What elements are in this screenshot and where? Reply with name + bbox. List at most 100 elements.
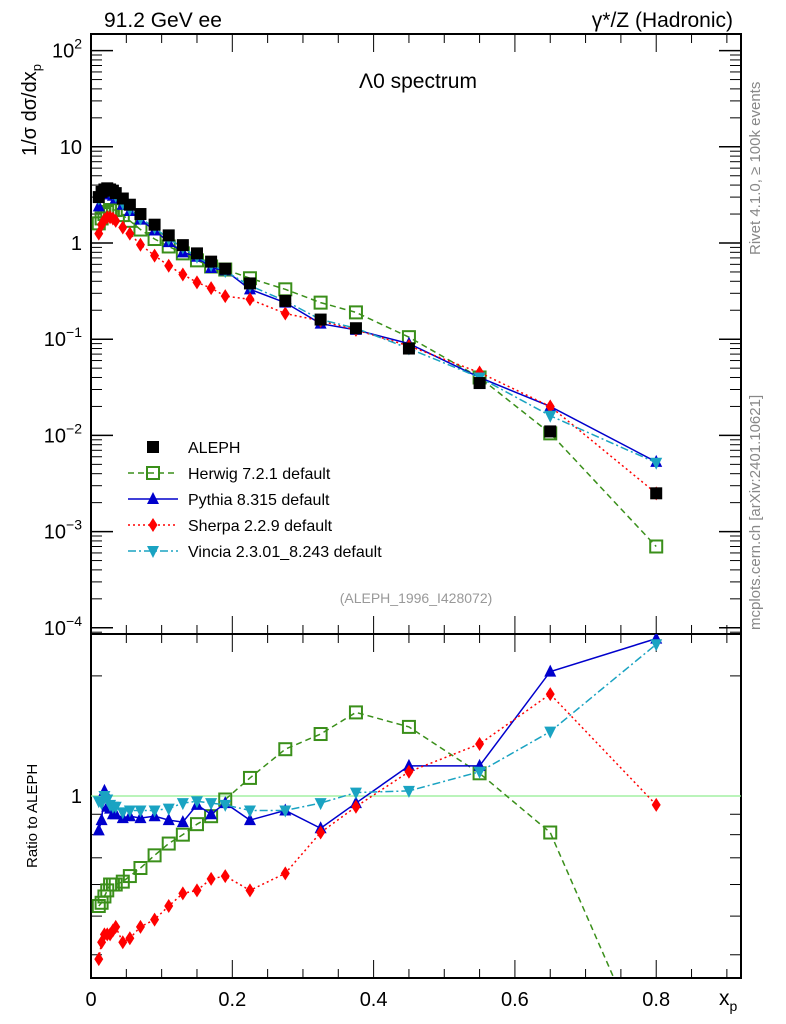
data-point xyxy=(348,305,363,320)
data-point xyxy=(245,292,255,307)
ratio-data-point xyxy=(349,787,362,800)
ratio-data-point xyxy=(401,719,416,734)
legend-entry: Herwig 7.2.1 default xyxy=(128,466,331,483)
data-point xyxy=(190,247,203,260)
data-point xyxy=(219,262,232,275)
analysis-id-annotation: (ALEPH_1996_I428072) xyxy=(340,590,493,606)
ratio-data-point xyxy=(108,877,123,892)
data-point xyxy=(162,229,175,242)
ratio-data-point xyxy=(176,815,189,828)
ratio-data-point xyxy=(109,801,122,814)
ratio-data-point xyxy=(116,807,129,820)
ratio-data-point xyxy=(402,785,415,798)
legend-marker xyxy=(146,466,160,480)
ratio-series-layer xyxy=(91,634,663,978)
main-axis-ticks: 102 10 1 10−1 10−2 10−3 10−4 xyxy=(44,34,741,640)
ylabel-text: 1/σ dσ/dxp xyxy=(19,64,44,156)
ratio-data-point xyxy=(316,825,326,840)
y-tick-label: 102 xyxy=(52,36,82,63)
legend-label: Vincia 2.3.01_8.243 default xyxy=(188,544,382,561)
ratio-data-point xyxy=(543,825,558,840)
ratio-data-point xyxy=(123,805,136,818)
ratio-data-point xyxy=(220,869,230,884)
header-right: γ*/Z (Hadronic) xyxy=(592,9,733,32)
legend-marker xyxy=(148,518,158,532)
ratio-data-point xyxy=(135,919,145,934)
legend-marker xyxy=(147,546,159,558)
ratio-data-point xyxy=(205,798,218,811)
legend-marker xyxy=(147,492,159,504)
data-point xyxy=(164,258,174,273)
data-point xyxy=(134,208,147,221)
ratio-data-point xyxy=(651,797,661,812)
x-tick-label: 0.2 xyxy=(218,989,246,1011)
ratio-data-point xyxy=(245,883,255,898)
ratio-data-point xyxy=(348,705,363,720)
ratio-data-point xyxy=(94,952,104,967)
data-point xyxy=(178,267,188,282)
ratio-data-point xyxy=(475,736,485,751)
ratio-data-point xyxy=(243,813,256,826)
x-tick-label: 0.4 xyxy=(360,989,388,1011)
x-tick-label: 0 xyxy=(85,989,96,1011)
data-point xyxy=(279,294,292,307)
ratio-data-point xyxy=(279,805,292,818)
x-tick-label: 0.6 xyxy=(501,989,529,1011)
ratio-data-point xyxy=(314,798,327,811)
ratio-y-tick-label: 1 xyxy=(71,786,82,808)
ratio-data-point xyxy=(545,687,555,702)
data-point xyxy=(544,425,557,438)
ratio-data-point xyxy=(205,807,218,820)
ratio-data-point xyxy=(650,639,663,652)
ratio-data-point xyxy=(351,799,361,814)
data-point xyxy=(125,226,135,241)
ratio-data-point xyxy=(150,912,160,927)
ratio-series-vincia xyxy=(92,639,663,820)
ratio-data-point xyxy=(278,742,293,757)
data-point xyxy=(206,281,216,296)
data-point xyxy=(313,295,328,310)
main-series-layer xyxy=(91,182,664,554)
data-point xyxy=(314,313,327,326)
ratio-data-point xyxy=(125,931,135,946)
y-tick-label: 1 xyxy=(71,233,82,255)
legend-label: Sherpa 2.2.9 default xyxy=(188,518,333,535)
ratio-data-point xyxy=(134,805,147,818)
ratio-data-point xyxy=(178,886,188,901)
y-tick-label: 10−1 xyxy=(44,324,82,351)
series-line xyxy=(98,188,657,463)
legend-entry: Vincia 2.3.01_8.243 default xyxy=(128,544,382,561)
data-point xyxy=(148,218,161,231)
legend-marker xyxy=(147,441,159,453)
ratio-data-point xyxy=(111,919,121,934)
data-point xyxy=(205,255,218,268)
chart-title: Λ0 spectrum xyxy=(359,70,477,93)
ratio-data-point xyxy=(404,764,414,779)
data-point xyxy=(544,410,557,423)
series-aleph xyxy=(92,182,663,500)
y-tick-label: 10 xyxy=(60,137,82,159)
ratio-data-point xyxy=(206,871,216,886)
ratio-data-point xyxy=(118,935,128,950)
ratio-data-point xyxy=(190,796,203,809)
ratio-data-point xyxy=(544,726,557,739)
data-point xyxy=(402,342,415,355)
data-point xyxy=(118,220,128,235)
ratio-panel-frame xyxy=(90,633,742,979)
data-point xyxy=(545,399,555,414)
xlabel-text: xp xyxy=(719,987,738,1014)
ratio-data-point xyxy=(92,823,105,836)
data-point xyxy=(176,239,189,252)
y-tick-label: 10−2 xyxy=(44,420,82,447)
series-line xyxy=(98,209,657,548)
legend-label: Pythia 8.315 default xyxy=(188,492,330,509)
data-point xyxy=(135,237,145,252)
ratio-data-point xyxy=(544,664,557,677)
ratio-data-point xyxy=(313,727,328,742)
data-point xyxy=(111,213,121,228)
data-point xyxy=(123,198,136,211)
series-vincia xyxy=(92,184,663,470)
ratio-data-point xyxy=(280,866,290,881)
legend-entry: ALEPH xyxy=(147,440,240,457)
